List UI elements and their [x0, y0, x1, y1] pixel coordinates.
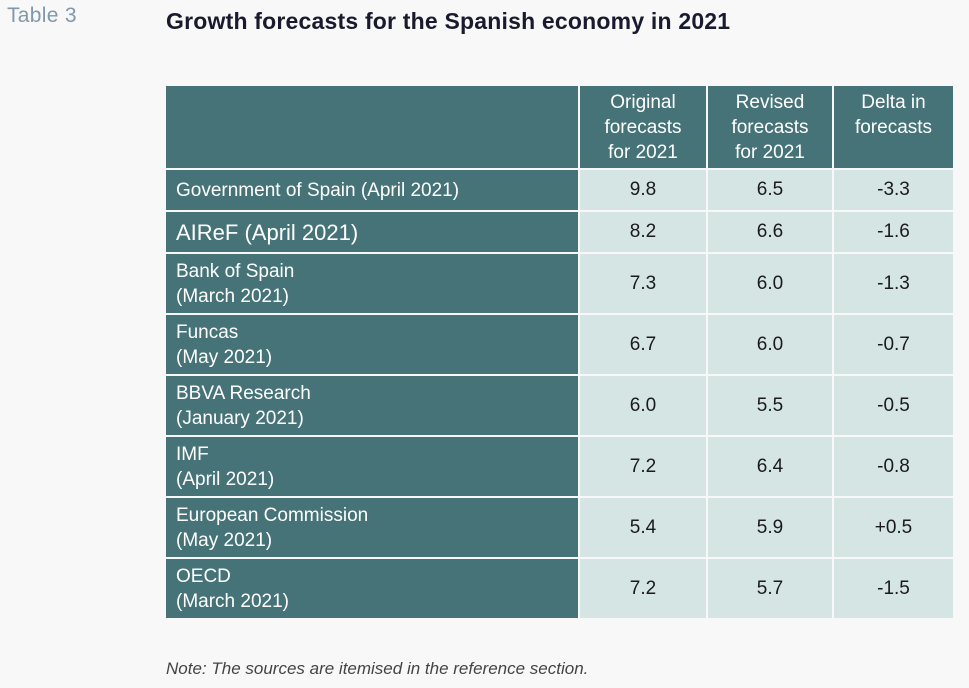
source-date: (April 2021) — [176, 468, 275, 490]
original-cell: 7.2 — [580, 559, 706, 618]
header-delta: Delta in forecasts — [834, 86, 953, 168]
original-cell: 6.0 — [580, 376, 706, 435]
table-row: European Commission (May 2021) 5.4 5.9 +… — [166, 498, 953, 557]
source-name: BBVA Research — [176, 382, 311, 404]
table-label: Table 3 — [7, 4, 77, 27]
table-row: IMF (April 2021) 7.2 6.4 -0.8 — [166, 437, 953, 496]
delta-cell: -3.3 — [834, 170, 953, 210]
header-original-line: Original — [610, 91, 676, 113]
revised-cell: 5.7 — [708, 559, 832, 618]
header-original: Original forecasts for 2021 — [580, 86, 706, 168]
header-revised: Revised forecasts for 2021 — [708, 86, 832, 168]
revised-cell: 6.6 — [708, 212, 832, 252]
revised-cell: 5.9 — [708, 498, 832, 557]
revised-cell: 6.5 — [708, 170, 832, 210]
page-title: Growth forecasts for the Spanish economy… — [166, 8, 731, 34]
source-name: Funcas — [176, 321, 239, 343]
table-note: Note: The sources are itemised in the re… — [166, 659, 589, 678]
table-row: BBVA Research (January 2021) 6.0 5.5 -0.… — [166, 376, 953, 435]
table-row: Funcas (May 2021) 6.7 6.0 -0.7 — [166, 315, 953, 374]
source-date: (March 2021) — [176, 285, 289, 307]
source-name: Bank of Spain — [176, 260, 295, 282]
original-cell: 8.2 — [580, 212, 706, 252]
source-cell: Funcas (May 2021) — [166, 315, 578, 374]
original-cell: 9.8 — [580, 170, 706, 210]
original-cell: 7.3 — [580, 254, 706, 313]
source-date: (January 2021) — [176, 407, 304, 429]
source-name: OECD — [176, 565, 231, 587]
table-row: AIReF (April 2021) 8.2 6.6 -1.6 — [166, 212, 953, 252]
source-cell: Bank of Spain (March 2021) — [166, 254, 578, 313]
header-revised-line: forecasts — [731, 116, 809, 138]
header-revised-line: Revised — [735, 91, 805, 113]
source-name: IMF — [176, 443, 209, 465]
source-cell: BBVA Research (January 2021) — [166, 376, 578, 435]
header-original-line: for 2021 — [608, 141, 678, 163]
table-header-row: Original forecasts for 2021 Revised fore… — [166, 86, 953, 168]
delta-cell: -0.7 — [834, 315, 953, 374]
delta-cell: -0.5 — [834, 376, 953, 435]
header-corner — [166, 86, 578, 168]
header-revised-line: for 2021 — [735, 141, 805, 163]
header-original-line: forecasts — [604, 116, 682, 138]
source-date: (March 2021) — [176, 590, 289, 612]
table-row: Bank of Spain (March 2021) 7.3 6.0 -1.3 — [166, 254, 953, 313]
source-name: European Commission — [176, 504, 369, 526]
header-delta-line: Delta in — [861, 92, 926, 113]
source-cell: European Commission (May 2021) — [166, 498, 578, 557]
source-cell: AIReF (April 2021) — [166, 212, 578, 252]
delta-cell: -1.6 — [834, 212, 953, 252]
original-cell: 6.7 — [580, 315, 706, 374]
source-cell: OECD (March 2021) — [166, 559, 578, 618]
delta-cell: -1.5 — [834, 559, 953, 618]
source-cell: IMF (April 2021) — [166, 437, 578, 496]
forecast-table: Original forecasts for 2021 Revised fore… — [164, 84, 955, 620]
table-row: Government of Spain (April 2021) 9.8 6.5… — [166, 170, 953, 210]
delta-cell: -0.8 — [834, 437, 953, 496]
original-cell: 5.4 — [580, 498, 706, 557]
delta-cell: +0.5 — [834, 498, 953, 557]
revised-cell: 6.0 — [708, 315, 832, 374]
revised-cell: 6.0 — [708, 254, 832, 313]
original-cell: 7.2 — [580, 437, 706, 496]
revised-cell: 5.5 — [708, 376, 832, 435]
revised-cell: 6.4 — [708, 437, 832, 496]
source-name: Government of Spain (April 2021) — [176, 179, 460, 201]
header-delta-line: forecasts — [854, 117, 933, 138]
source-date: (May 2021) — [176, 346, 273, 368]
delta-cell: -1.3 — [834, 254, 953, 313]
source-cell: Government of Spain (April 2021) — [166, 170, 578, 210]
source-date: (May 2021) — [176, 529, 273, 551]
table-row: OECD (March 2021) 7.2 5.7 -1.5 — [166, 559, 953, 618]
source-name: AIReF (April 2021) — [176, 219, 359, 245]
